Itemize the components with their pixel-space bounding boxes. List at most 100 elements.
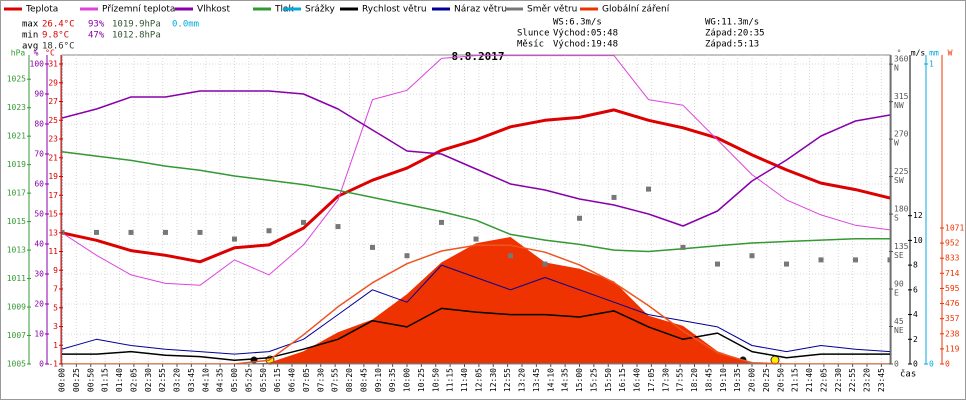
direction-point: [473, 236, 479, 242]
direction-point: [94, 229, 99, 235]
y-tick-label: 270: [894, 130, 909, 139]
direction-point: [887, 257, 890, 263]
x-tick-label: 21:15: [791, 368, 800, 392]
y-tick-label: SE: [894, 251, 904, 260]
y-tick-label: 27: [48, 97, 58, 106]
x-tick-label: 02:05: [129, 368, 138, 392]
direction-point: [128, 229, 134, 235]
x-tick-label: 10:00: [403, 368, 412, 392]
stat-value: 1012.8hPa: [112, 31, 161, 41]
x-tick-label: 21:40: [805, 368, 814, 392]
direction-point: [715, 261, 720, 267]
y-tick-label: 13: [48, 228, 58, 237]
direction-point: [335, 224, 341, 230]
y-tick-label: 2: [913, 335, 918, 344]
y-tick-label: 19: [48, 172, 58, 181]
y-tick-label: 10: [34, 330, 44, 339]
direction-point: [197, 229, 203, 235]
x-tick-label: 05:25: [244, 368, 253, 392]
info: Měsíc: [517, 40, 544, 50]
direction-point: [232, 236, 237, 242]
x-tick-label: 22:55: [848, 368, 857, 392]
y-tick-label: E: [894, 289, 899, 298]
y-tick-label: 833: [945, 254, 960, 263]
x-tick-label: 10:25: [417, 368, 426, 392]
y-tick-label: 80: [34, 120, 44, 129]
legend-label: Rychlost větru: [362, 5, 427, 15]
x-tick-label: 15:50: [604, 368, 613, 392]
x-axis-label: čas: [900, 369, 916, 380]
stat-label: max: [22, 20, 39, 30]
y-tick-label: S: [894, 214, 899, 223]
axis-title: hPa: [11, 49, 26, 58]
y-tick-label: 15: [48, 210, 58, 219]
x-tick-label: 17:05: [647, 368, 656, 392]
series-line: [62, 151, 890, 253]
x-tick-label: 23:45: [877, 368, 886, 392]
series-line: [62, 90, 890, 227]
info: WG:11.3m/s: [705, 18, 759, 28]
axis-title: °: [897, 49, 902, 58]
x-tick-label: 07:30: [316, 368, 325, 392]
y-tick-label: 119: [945, 344, 960, 353]
x-tick-label: 07:55: [331, 368, 340, 392]
x-tick-label: 04:10: [201, 368, 210, 392]
x-tick-label: 01:15: [101, 368, 110, 392]
y-tick-label: 1009: [7, 303, 26, 312]
x-tick-label: 11:15: [446, 368, 455, 392]
direction-point: [266, 228, 272, 234]
x-tick-label: 09:35: [388, 368, 397, 392]
y-tick-label: 60: [34, 180, 44, 189]
y-tick-label: 1: [53, 341, 58, 350]
y-tick-label: 238: [945, 329, 960, 338]
info: Východ:05:48: [553, 29, 618, 39]
x-tick-label: 13:45: [532, 368, 541, 392]
y-tick-label: 25: [48, 116, 58, 125]
y-tick-label: 11: [48, 247, 58, 256]
x-tick-label: 12:55: [503, 368, 512, 392]
direction-point: [404, 253, 410, 259]
direction-point: [163, 229, 168, 235]
direction-point: [62, 229, 65, 235]
x-tick-label: 06:40: [288, 368, 297, 392]
y-tick-label: 23: [48, 135, 58, 144]
y-tick-label: N: [894, 64, 899, 73]
x-tick-label: 20:25: [762, 368, 771, 392]
chart-title: 8.8.2017: [452, 50, 505, 63]
x-tick-label: 20:50: [776, 368, 785, 392]
y-tick-label: 315: [894, 92, 909, 101]
y-tick-label: 1007: [7, 331, 26, 340]
direction-point: [370, 244, 375, 250]
x-tick-label: 08:20: [345, 368, 354, 392]
y-tick-label: 29: [48, 78, 58, 87]
y-tick-label: 70: [34, 150, 44, 159]
series-line: [62, 244, 890, 364]
y-tick-label: 4: [913, 310, 918, 319]
series-line: [62, 55, 890, 286]
y-tick-label: 40: [34, 240, 44, 249]
stat-value: 0.0mm: [172, 20, 199, 30]
y-tick-label: 1025: [7, 75, 26, 84]
y-tick-label: 1011: [7, 274, 26, 283]
y-tick-label: 0: [913, 360, 918, 369]
y-tick-label: 714: [945, 269, 960, 278]
stat-value: 93%: [88, 20, 105, 30]
x-tick-label: 00:50: [86, 368, 95, 392]
series-line: [62, 108, 890, 264]
y-tick-label: 180: [894, 205, 909, 214]
x-tick-label: 05:50: [259, 368, 268, 392]
axis-title: %: [34, 49, 39, 58]
x-tick-label: 02:55: [158, 368, 167, 392]
y-tick-label: SW: [894, 176, 904, 185]
x-tick-label: 12:30: [489, 368, 498, 392]
info: Západ:5:13: [705, 40, 759, 50]
direction-point: [818, 257, 824, 263]
x-tick-label: 16:40: [633, 368, 642, 392]
x-tick-label: 17:55: [676, 368, 685, 392]
y-tick-label: 12: [913, 211, 923, 220]
x-tick-label: 02:30: [144, 368, 153, 392]
legend-label: Srážky: [305, 5, 336, 15]
y-tick-label: 3: [53, 322, 58, 331]
legend-label: Globální záření: [602, 5, 670, 15]
